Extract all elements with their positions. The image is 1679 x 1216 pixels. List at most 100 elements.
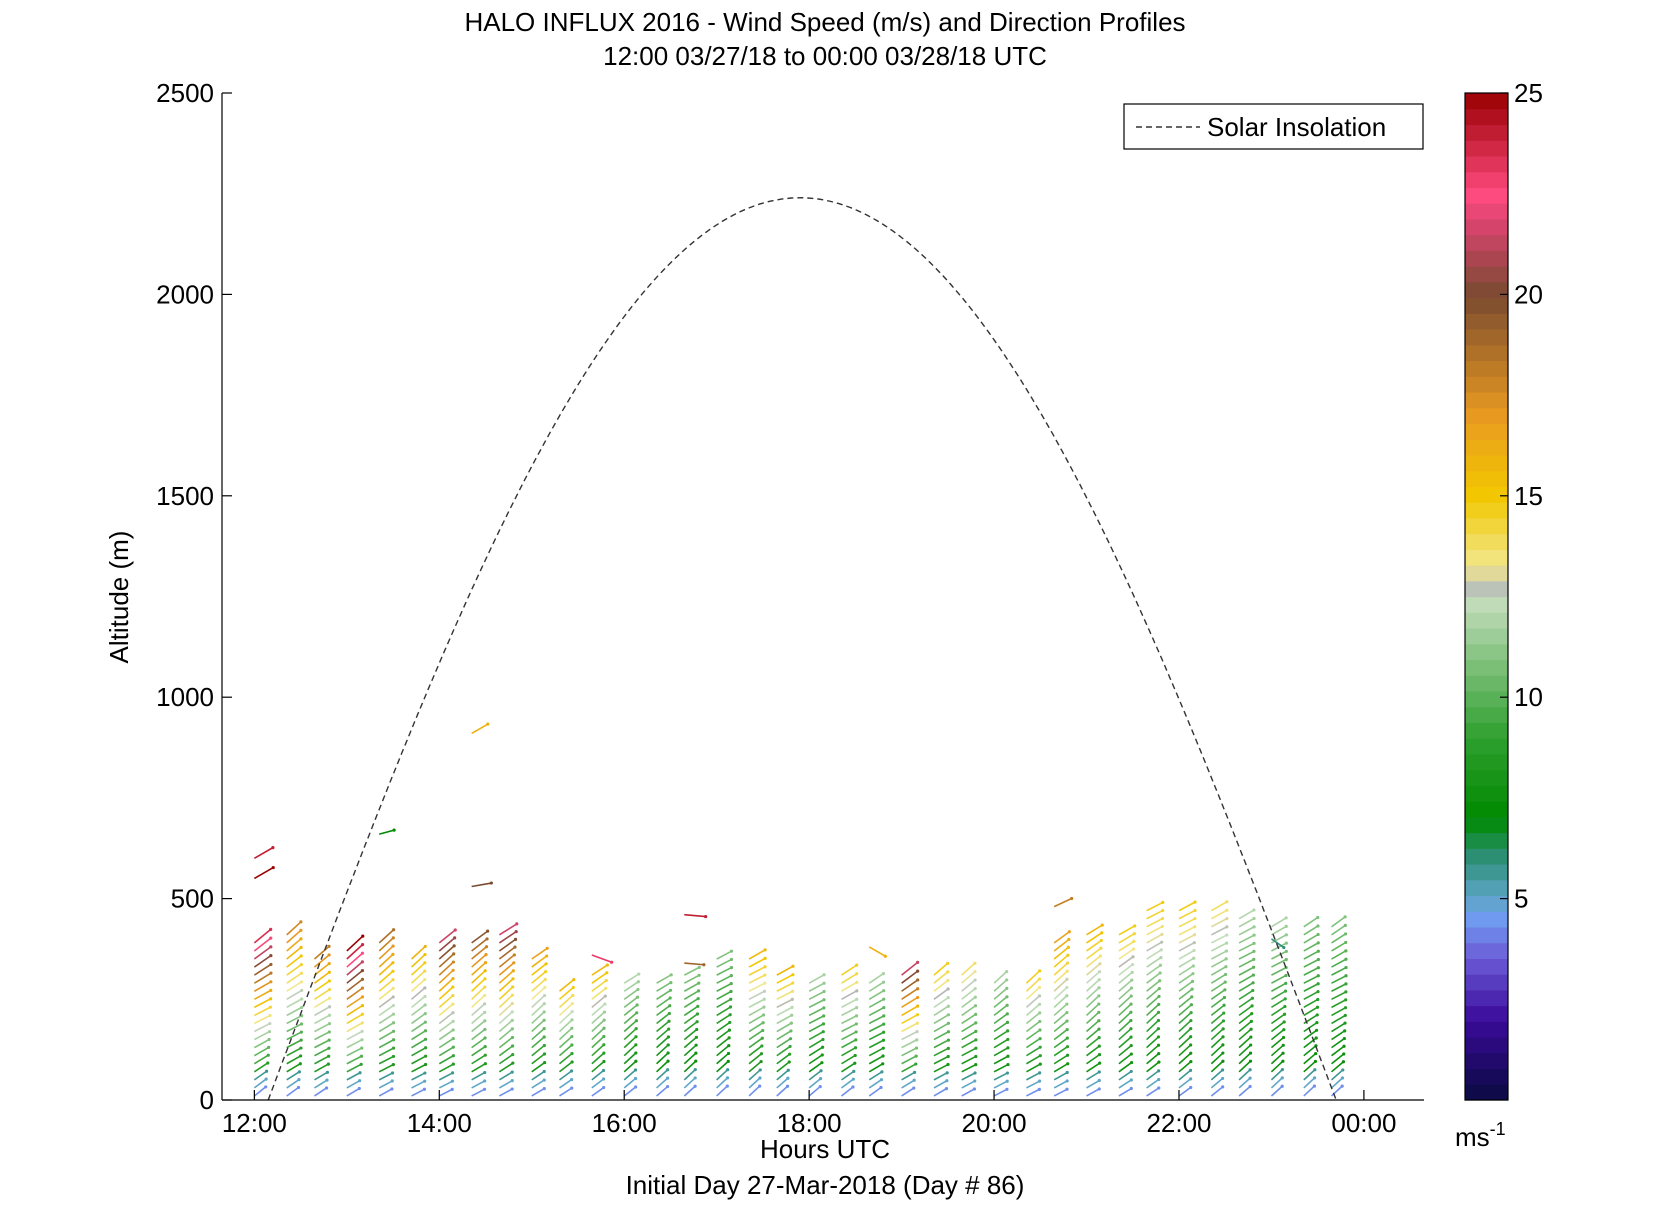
wind-barb: [314, 1031, 330, 1041]
wind-barb: [438, 1055, 454, 1065]
wind-barb-head: [726, 1051, 731, 1056]
wind-barb: [411, 962, 426, 976]
wind-barb: [411, 1038, 426, 1049]
wind-barb: [683, 1021, 698, 1033]
wind-barb-head: [1248, 1076, 1252, 1080]
wind-barb-head: [1252, 925, 1256, 929]
wind-barb-head: [451, 960, 455, 964]
wind-barb-head: [358, 1071, 362, 1075]
wind-barb: [411, 953, 426, 968]
wind-barb: [1118, 971, 1133, 984]
wind-barb-head: [1316, 915, 1320, 920]
wind-barb-head: [269, 997, 273, 1001]
wind-barb: [498, 1062, 514, 1073]
wind-barb-head: [542, 1087, 546, 1091]
wind-barb: [498, 1028, 513, 1041]
wind-barb: [748, 1060, 762, 1073]
colorbar-band: [1465, 690, 1508, 708]
x-tick-label: 12:00: [222, 1108, 287, 1138]
wind-barb-head: [451, 985, 455, 989]
wind-barb: [313, 945, 330, 960]
wind-barb-head: [1038, 1019, 1042, 1024]
wind-barb: [1053, 962, 1069, 976]
wind-barb: [314, 1055, 330, 1065]
wind-barb: [1146, 901, 1164, 912]
wind-barb: [623, 988, 639, 1000]
wind-barb-head: [1191, 972, 1195, 976]
wind-barb-head: [602, 1085, 606, 1090]
wind-barb: [623, 1060, 637, 1073]
wind-barb: [1146, 1070, 1160, 1081]
wind-barb-head: [391, 978, 395, 982]
wind-barb-head: [634, 1051, 638, 1055]
wind-barb: [993, 987, 1008, 1000]
wind-barb: [776, 1045, 791, 1057]
wind-barb: [558, 978, 575, 992]
wind-barb-head: [602, 1018, 606, 1022]
wind-barb: [1025, 1020, 1041, 1033]
wind-barb: [993, 1047, 1009, 1057]
wind-barb-head: [912, 1070, 917, 1075]
wind-barb-head: [390, 1071, 395, 1075]
wind-barb: [961, 962, 976, 976]
wind-barb-head: [695, 1027, 699, 1032]
wind-barb: [993, 1021, 1008, 1033]
wind-barb: [993, 1080, 1008, 1089]
wind-barb: [1210, 926, 1228, 936]
wind-barb: [716, 950, 732, 960]
wind-barb: [378, 1088, 393, 1097]
wind-barb-head: [450, 1071, 455, 1075]
wind-barb-head: [542, 1052, 547, 1056]
wind-barb: [253, 1062, 269, 1073]
wind-barb: [623, 1077, 637, 1089]
wind-barb-head: [1284, 957, 1288, 962]
legend: Solar Insolation: [1123, 103, 1424, 150]
wind-barb: [591, 1003, 606, 1017]
wind-barb: [993, 1013, 1008, 1025]
wind-barb: [1271, 966, 1287, 976]
wind-barb: [531, 1070, 545, 1081]
wind-barb: [591, 979, 607, 992]
wind-barb-head: [1281, 1043, 1285, 1047]
wind-barb: [253, 1014, 271, 1025]
wind-barb: [1210, 1020, 1224, 1033]
wind-barb-head: [299, 963, 303, 967]
wind-barb-head: [1340, 1084, 1344, 1088]
wind-barb: [901, 1055, 917, 1065]
wind-barb-head: [605, 971, 609, 975]
wind-barb-head: [391, 995, 395, 999]
wind-barb-head: [1190, 987, 1194, 991]
colorbar-band: [1465, 187, 1508, 204]
wind-barb-head: [1065, 1019, 1069, 1023]
wind-barb: [993, 1004, 1008, 1017]
wind-barb-head: [635, 995, 640, 999]
wind-barb-head: [786, 1076, 790, 1080]
wind-barb: [378, 1022, 394, 1033]
wind-barb: [286, 972, 302, 984]
wind-barb-head: [1343, 1021, 1347, 1025]
wind-barb: [1270, 1052, 1284, 1065]
wind-barb: [808, 990, 825, 1001]
colorbar-tick-label: 25: [1514, 78, 1543, 108]
wind-barb-head: [915, 1038, 919, 1042]
wind-barb: [1238, 974, 1254, 984]
wind-barb: [841, 1054, 856, 1065]
wind-barb: [1270, 1036, 1285, 1049]
wind-barb-head: [1250, 1004, 1254, 1008]
wind-barb: [438, 937, 456, 952]
wind-barb-head: [695, 1020, 699, 1024]
wind-barb-head: [1129, 1043, 1133, 1048]
wind-barb-head: [483, 969, 487, 973]
wind-barb-head: [482, 1087, 487, 1091]
wind-barb-head: [882, 989, 886, 993]
wind-barb: [471, 1054, 486, 1065]
wind-barb-head: [391, 1012, 396, 1016]
wind-barb-head: [694, 1043, 698, 1047]
wind-barb-head: [729, 949, 734, 953]
wind-barb-head: [946, 987, 950, 991]
wind-barb: [1146, 1019, 1159, 1033]
wind-barb-head: [1129, 1035, 1133, 1039]
wind-barb: [716, 1069, 729, 1081]
wind-barb: [683, 982, 700, 992]
wind-barb-head: [391, 1062, 395, 1067]
